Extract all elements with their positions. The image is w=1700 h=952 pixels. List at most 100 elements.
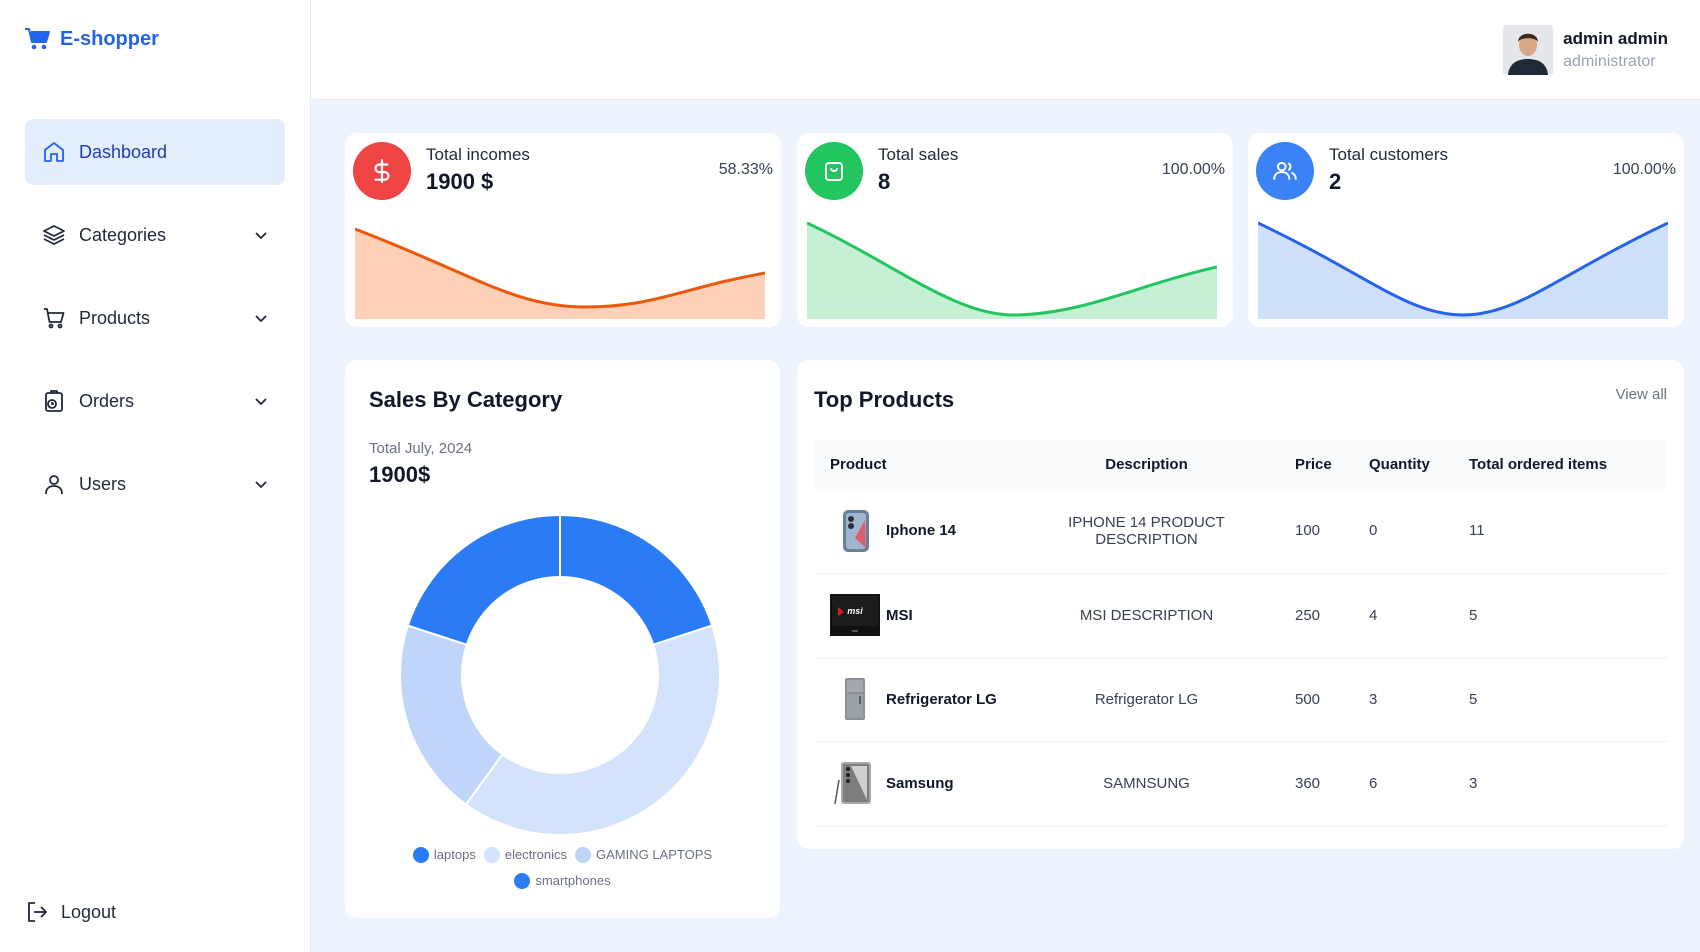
product-price: 360 <box>1279 741 1353 826</box>
product-price: 250 <box>1279 573 1353 658</box>
stat-value: 8 <box>878 169 891 194</box>
sidebar-item-products[interactable]: Products <box>25 285 285 351</box>
card-title: Sales By Category <box>369 387 563 412</box>
stat-value: 1900 $ <box>426 169 494 194</box>
sidebar-item-users[interactable]: Users <box>25 451 285 517</box>
logout-icon <box>28 902 47 922</box>
product-quantity: 6 <box>1353 741 1453 826</box>
avatar <box>1503 25 1554 75</box>
legend-item[interactable]: laptops <box>412 844 476 866</box>
home-icon <box>41 139 67 165</box>
phone-icon <box>830 508 880 554</box>
view-all-link[interactable]: View all <box>1615 386 1667 403</box>
product-name: Refrigerator LG <box>886 690 997 708</box>
sidebar-item-label: Dashboard <box>79 141 168 162</box>
sales-by-category-card: Sales By Category Total July, 2024 1900$… <box>345 360 780 918</box>
top-products-card: Top Products View all Product Descriptio… <box>797 360 1684 849</box>
logout-button[interactable]: Logout <box>25 900 116 924</box>
chevron-down-icon[interactable] <box>253 310 269 326</box>
table-row[interactable]: msi MSI MSI DESCRIPTION 250 4 5 <box>814 573 1667 658</box>
user-menu[interactable]: admin admin administrator <box>1503 25 1668 75</box>
shopping-bag-icon <box>805 142 863 200</box>
cart-logo-icon <box>25 28 50 50</box>
legend-label: laptops <box>433 847 476 862</box>
product-ordered: 3 <box>1453 741 1667 826</box>
logout-label: Logout <box>61 901 117 922</box>
product-description: IPHONE 14 PRODUCT DESCRIPTION <box>1014 489 1279 574</box>
product-name: Iphone 14 <box>886 522 957 540</box>
legend-swatch <box>574 847 591 863</box>
card-total: 1900$ <box>369 462 431 487</box>
donut-slice-gaming-laptops[interactable] <box>399 624 504 806</box>
chart-legend: laptops electronics GAMING LAPTOPS smartpho… <box>345 844 780 896</box>
table-row[interactable]: Iphone 14 IPHONE 14 PRODUCT DESCRIPTION … <box>814 489 1667 574</box>
stat-title: Total incomes <box>426 145 530 164</box>
product-quantity: 4 <box>1353 573 1453 658</box>
stat-card-sales: Total sales 8 100.00% <box>797 133 1233 327</box>
cart-icon <box>41 305 67 331</box>
sidebar-item-label: Users <box>79 473 127 494</box>
table-row[interactable]: Refrigerator LG Refrigerator LG 500 3 5 <box>814 657 1667 742</box>
table-row[interactable]: Samsung SAMNSUNG 360 6 3 <box>814 741 1667 826</box>
legend-item[interactable]: electronics <box>483 844 567 866</box>
user-role: administrator <box>1563 53 1656 70</box>
column-header-description: Description <box>1105 456 1188 473</box>
sidebar-item-label: Categories <box>79 224 167 245</box>
user-icon <box>41 471 67 497</box>
fridge-icon <box>830 676 880 722</box>
column-header-quantity: Quantity <box>1369 456 1430 473</box>
orders-icon <box>41 388 67 414</box>
sidebar-item-label: Products <box>79 307 151 328</box>
income-sparkline <box>355 227 765 319</box>
table-header-row: Product Description Price Quantity Total… <box>814 440 1667 489</box>
customers-sparkline <box>1258 221 1668 319</box>
product-quantity: 3 <box>1353 657 1453 742</box>
stat-percent: 58.33% <box>718 161 773 178</box>
stat-percent: 100.00% <box>1612 161 1676 178</box>
stat-title: Total sales <box>878 145 959 164</box>
top-header: admin admin administrator <box>311 0 1700 100</box>
donut-slice-laptops[interactable] <box>559 513 714 646</box>
stat-percent: 100.00% <box>1161 161 1225 178</box>
legend-swatch <box>412 847 429 863</box>
sidebar-item-categories[interactable]: Categories <box>25 202 285 268</box>
product-quantity: 0 <box>1353 489 1453 574</box>
layers-icon <box>41 222 67 248</box>
legend-label: GAMING LAPTOPS <box>595 847 713 862</box>
sidebar-item-orders[interactable]: Orders <box>25 368 285 434</box>
sidebar-nav: Dashboard Categories Products Orders <box>25 119 285 534</box>
donut-slice-smartphones[interactable] <box>406 513 561 646</box>
stat-title: Total customers <box>1329 145 1449 164</box>
column-header-product: Product <box>830 456 887 473</box>
column-header-ordered: Total ordered items <box>1469 456 1608 473</box>
product-description: SAMNSUNG <box>1014 741 1279 826</box>
product-name: MSI <box>886 606 913 624</box>
chevron-down-icon[interactable] <box>253 227 269 243</box>
laptop-icon: msi <box>830 592 880 638</box>
sales-sparkline <box>807 221 1217 319</box>
product-ordered: 11 <box>1453 489 1667 574</box>
legend-label: electronics <box>504 847 567 862</box>
dollar-icon <box>353 142 411 200</box>
product-ordered: 5 <box>1453 657 1667 742</box>
card-subtitle: Total July, 2024 <box>369 440 473 457</box>
donut-slice-electronics[interactable] <box>464 624 721 836</box>
sidebar: E-shopper Dashboard Categories Products <box>0 0 311 952</box>
phone-icon <box>830 760 880 806</box>
stat-value: 2 <box>1329 169 1342 194</box>
legend-swatch <box>514 873 531 889</box>
category-donut-chart <box>399 513 721 836</box>
products-table: Product Description Price Quantity Total… <box>814 440 1667 826</box>
chevron-down-icon[interactable] <box>253 393 269 409</box>
brand-name: E-shopper <box>60 27 159 50</box>
product-price: 100 <box>1279 489 1353 574</box>
legend-item[interactable]: GAMING LAPTOPS <box>574 844 713 866</box>
legend-item[interactable]: smartphones <box>514 870 611 892</box>
user-name: admin admin <box>1563 29 1668 48</box>
sidebar-item-label: Orders <box>79 390 135 411</box>
sidebar-item-dashboard[interactable]: Dashboard <box>25 119 285 185</box>
svg-text:msi: msi <box>847 606 863 616</box>
chevron-down-icon[interactable] <box>253 476 269 492</box>
product-ordered: 5 <box>1453 573 1667 658</box>
brand-logo[interactable]: E-shopper <box>24 26 159 52</box>
